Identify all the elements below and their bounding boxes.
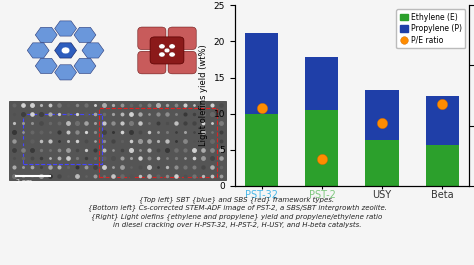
Bar (246, 114, 278, 186)
Bar (426, 145, 459, 186)
FancyBboxPatch shape (168, 51, 196, 74)
FancyBboxPatch shape (138, 27, 166, 50)
Text: 2 nm: 2 nm (16, 179, 32, 184)
Polygon shape (74, 27, 96, 42)
Circle shape (169, 52, 175, 57)
Polygon shape (27, 43, 49, 58)
Circle shape (159, 52, 165, 57)
Bar (305, 57, 338, 110)
Bar (246, 33, 278, 114)
Circle shape (159, 44, 165, 49)
Polygon shape (82, 43, 104, 58)
Polygon shape (55, 43, 76, 58)
Point (318, 157, 326, 161)
Point (258, 105, 265, 110)
Point (378, 121, 386, 125)
Legend: Ethylene (E), Propylene (P), P/E ratio: Ethylene (E), Propylene (P), P/E ratio (396, 9, 465, 48)
Polygon shape (55, 21, 76, 36)
FancyBboxPatch shape (168, 27, 196, 50)
Bar (426, 96, 459, 145)
Bar (9, 101, 226, 180)
Circle shape (169, 44, 175, 49)
Y-axis label: Light olefins yield (wt%): Light olefins yield (wt%) (199, 45, 208, 147)
Bar (100, 108, 217, 177)
Bar (365, 90, 399, 140)
Point (438, 102, 446, 106)
Polygon shape (55, 65, 76, 80)
Polygon shape (35, 58, 57, 74)
FancyBboxPatch shape (150, 37, 184, 64)
Bar (365, 140, 399, 186)
Circle shape (164, 48, 170, 53)
Text: {Top left} SBT {blue} and SBS {red} framework types.
{Bottom left} Cs-corrected : {Top left} SBT {blue} and SBS {red} fram… (88, 196, 386, 228)
Bar (23, 114, 101, 164)
Circle shape (61, 47, 70, 54)
Polygon shape (74, 58, 96, 74)
FancyBboxPatch shape (138, 51, 166, 74)
Polygon shape (35, 27, 57, 42)
Bar (305, 110, 338, 186)
